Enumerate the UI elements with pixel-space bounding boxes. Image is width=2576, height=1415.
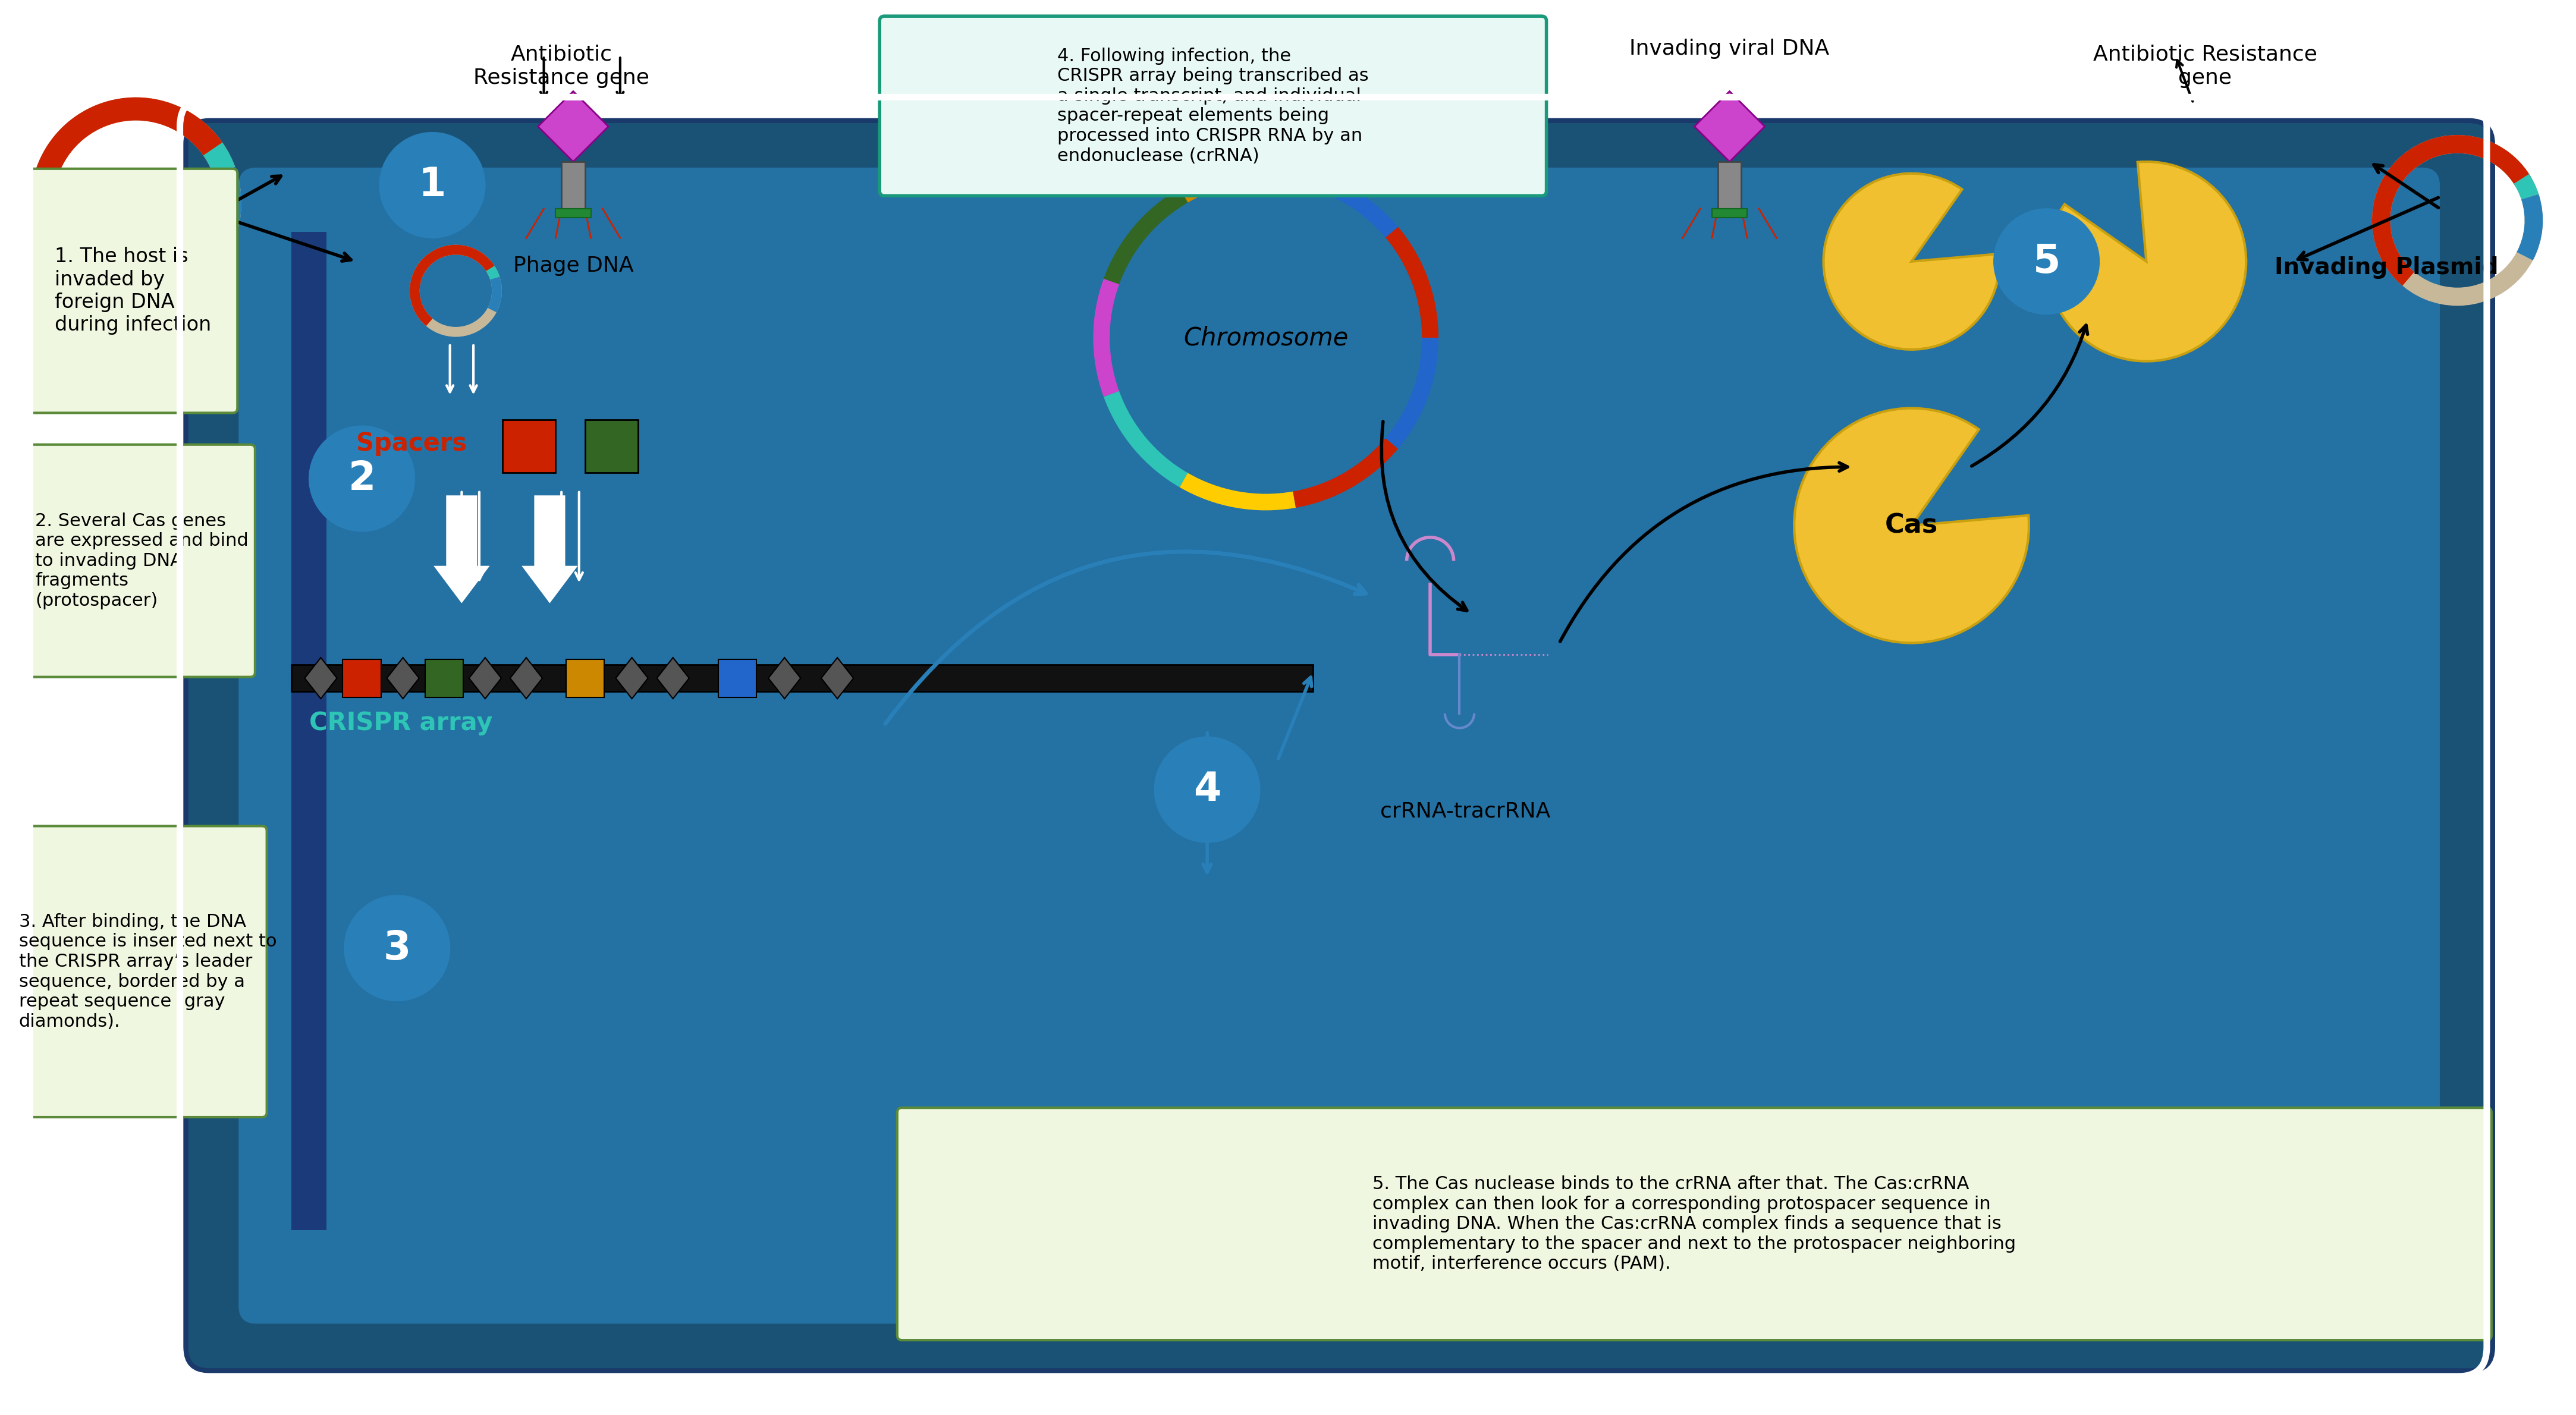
Text: 1: 1 bbox=[417, 166, 446, 205]
Wedge shape bbox=[2045, 161, 2246, 361]
Text: 4. Following infection, the
CRISPR array being transcribed as
a single transcrip: 4. Following infection, the CRISPR array… bbox=[1056, 47, 1368, 164]
Text: Chromosome: Chromosome bbox=[1182, 325, 1347, 351]
Text: Invading Plasmid: Invading Plasmid bbox=[2275, 256, 2499, 279]
Circle shape bbox=[345, 896, 451, 1000]
Text: 5: 5 bbox=[2032, 242, 2061, 282]
Text: Antibiotic
Resistance gene: Antibiotic Resistance gene bbox=[474, 44, 649, 88]
FancyBboxPatch shape bbox=[28, 826, 268, 1118]
Polygon shape bbox=[538, 92, 608, 161]
Bar bbox=[567, 659, 603, 698]
Bar bbox=[343, 659, 381, 698]
Text: crRNA-tracrRNA: crRNA-tracrRNA bbox=[1381, 801, 1551, 822]
Wedge shape bbox=[1824, 174, 1999, 350]
Circle shape bbox=[379, 133, 484, 238]
Bar bbox=[556, 208, 590, 218]
Text: Phage DNA: Phage DNA bbox=[513, 256, 634, 276]
Polygon shape bbox=[469, 658, 502, 699]
Bar bbox=[719, 659, 757, 698]
Text: 2: 2 bbox=[348, 458, 376, 498]
Text: Cas: Cas bbox=[1886, 512, 1937, 538]
Text: 1. The host is
invaded by
foreign DNA
during infection: 1. The host is invaded by foreign DNA du… bbox=[54, 248, 211, 335]
FancyBboxPatch shape bbox=[896, 1108, 2491, 1340]
Circle shape bbox=[1154, 737, 1260, 842]
Bar bbox=[1718, 161, 1741, 208]
FancyBboxPatch shape bbox=[28, 168, 237, 413]
Text: Antibiotic Resistance
gene: Antibiotic Resistance gene bbox=[2092, 44, 2316, 88]
Text: 3. After binding, the DNA
sequence is inserted next to
the CRISPR array’s leader: 3. After binding, the DNA sequence is in… bbox=[18, 913, 276, 1030]
FancyBboxPatch shape bbox=[185, 120, 2494, 1371]
Polygon shape bbox=[523, 497, 577, 601]
Text: 2. Several Cas genes
are expressed and bind
to invading DNA
fragments
(protospac: 2. Several Cas genes are expressed and b… bbox=[36, 512, 247, 610]
Polygon shape bbox=[822, 658, 853, 699]
Bar bbox=[502, 420, 556, 473]
FancyBboxPatch shape bbox=[28, 444, 255, 676]
Text: Spacers: Spacers bbox=[355, 432, 466, 456]
Text: PLASMID: PLASMID bbox=[77, 191, 193, 214]
Polygon shape bbox=[435, 497, 487, 601]
Polygon shape bbox=[510, 658, 544, 699]
Wedge shape bbox=[1793, 408, 2030, 642]
Bar bbox=[585, 420, 639, 473]
Polygon shape bbox=[1695, 92, 1765, 161]
FancyBboxPatch shape bbox=[240, 167, 2439, 1323]
Polygon shape bbox=[768, 658, 801, 699]
Polygon shape bbox=[657, 658, 690, 699]
Bar bbox=[1713, 208, 1747, 218]
Bar bbox=[291, 665, 1314, 692]
Bar bbox=[562, 161, 585, 208]
Polygon shape bbox=[386, 658, 420, 699]
Text: 5. The Cas nuclease binds to the crRNA after that. The Cas:crRNA
complex can the: 5. The Cas nuclease binds to the crRNA a… bbox=[1373, 1176, 2017, 1272]
Bar bbox=[425, 659, 464, 698]
Polygon shape bbox=[304, 658, 337, 699]
Polygon shape bbox=[616, 658, 649, 699]
Text: Invading viral DNA: Invading viral DNA bbox=[1631, 38, 1829, 58]
Text: 4: 4 bbox=[1193, 770, 1221, 809]
Text: CRISPR array: CRISPR array bbox=[309, 710, 492, 736]
FancyBboxPatch shape bbox=[878, 16, 1546, 195]
Text: 3: 3 bbox=[384, 928, 410, 968]
Bar bbox=[291, 232, 327, 1230]
Circle shape bbox=[1994, 208, 2099, 314]
Circle shape bbox=[309, 426, 415, 532]
